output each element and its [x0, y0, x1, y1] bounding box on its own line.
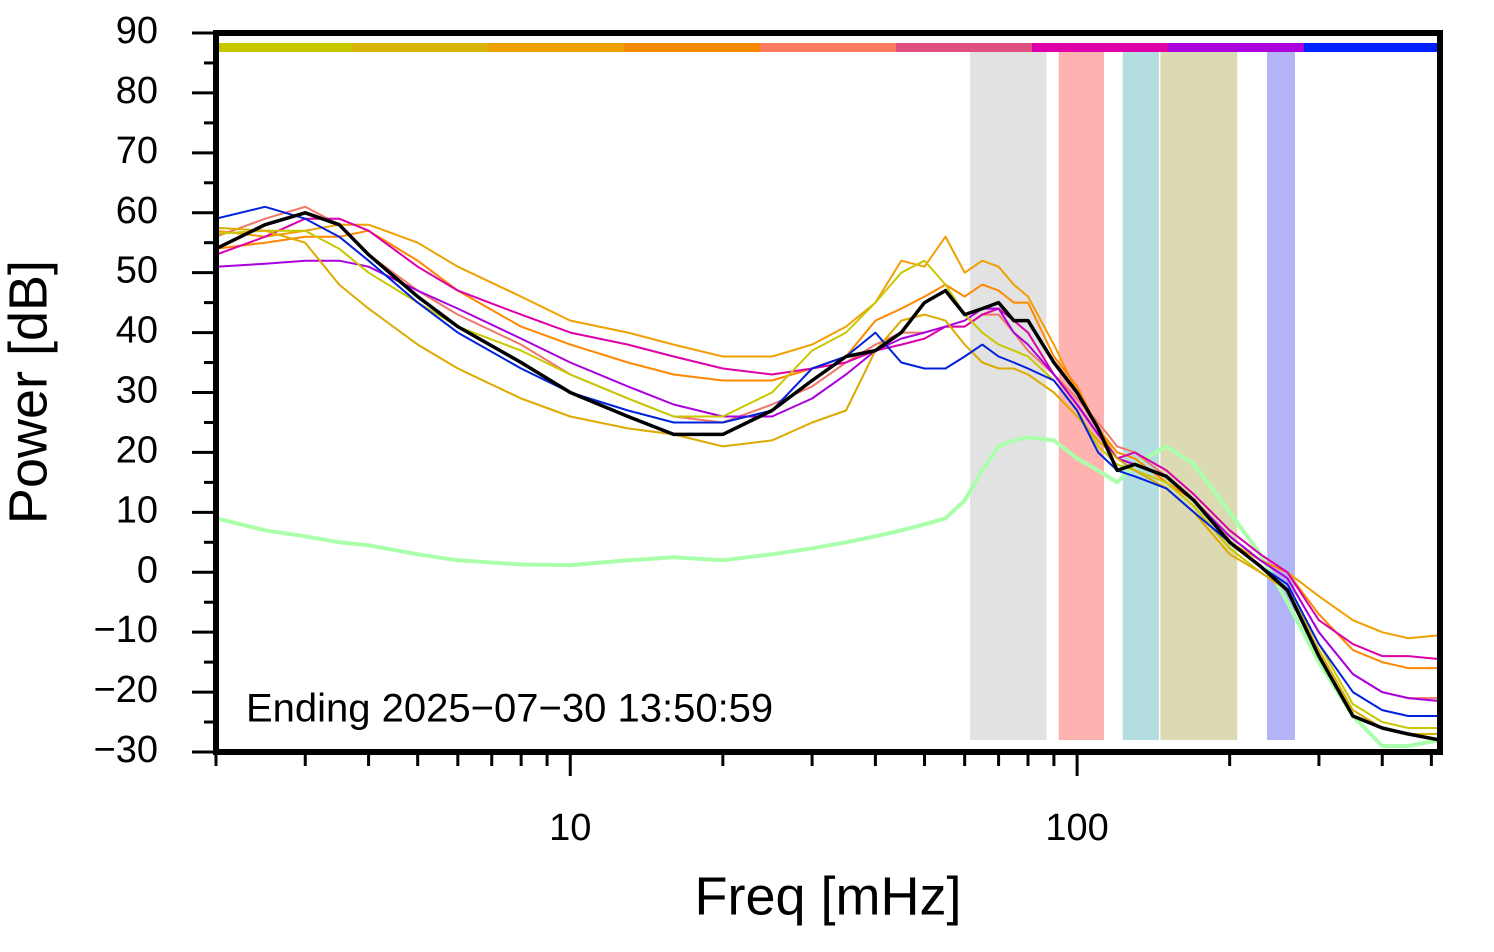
- band: [1160, 52, 1238, 740]
- y-tick-label: 70: [116, 130, 158, 172]
- top-bar-segment: [1304, 43, 1441, 52]
- axes: −30 −20 −10 0 10 20 30 40 50 60 70 80 90 10 100: [94, 10, 1443, 849]
- top-bar-segment: [488, 43, 625, 52]
- x-tick-label: 100: [1045, 807, 1108, 849]
- series-line: [216, 226, 1440, 735]
- y-tick-label: 50: [116, 250, 158, 292]
- y-tick-label: 30: [116, 370, 158, 412]
- band: [970, 52, 1047, 740]
- y-tick-label: 90: [116, 10, 158, 52]
- y-tick-label: −10: [94, 609, 158, 651]
- top-bar-segment: [216, 43, 353, 52]
- y-tick-label: 10: [116, 489, 158, 531]
- series-line: [216, 435, 1440, 748]
- series-line: [216, 211, 1440, 742]
- y-axis-title: Power [dB]: [0, 260, 58, 524]
- series-line: [216, 229, 1440, 670]
- y-tick-label: 20: [116, 429, 158, 471]
- top-bar-segment: [760, 43, 897, 52]
- y-tick-label: 80: [116, 70, 158, 112]
- plot-frame: [213, 30, 1443, 755]
- y-tick-label: 60: [116, 190, 158, 232]
- top-bar-segment: [896, 43, 1033, 52]
- x-tick-label: 10: [549, 807, 591, 849]
- series-line: [216, 229, 1440, 729]
- lines: [216, 205, 1440, 748]
- top-bar-segment: [352, 43, 489, 52]
- band: [1267, 52, 1295, 740]
- plot-background: [216, 43, 1441, 740]
- top-bar-segment: [1032, 43, 1169, 52]
- top-bar-segment: [1168, 43, 1305, 52]
- y-tick-label: 40: [116, 310, 158, 352]
- y-tick-label: −30: [94, 729, 158, 771]
- series-line: [216, 259, 1440, 703]
- annotation: Ending 2025−07−30 13:50:59: [246, 687, 773, 731]
- top-bar-segment: [624, 43, 761, 52]
- y-tick-label: 0: [137, 549, 158, 591]
- series-line: [216, 223, 1440, 640]
- x-axis-title: Freq [mHz]: [694, 866, 961, 926]
- band: [1122, 52, 1159, 740]
- series-line: [216, 217, 1440, 661]
- y-tick-label: −20: [94, 669, 158, 711]
